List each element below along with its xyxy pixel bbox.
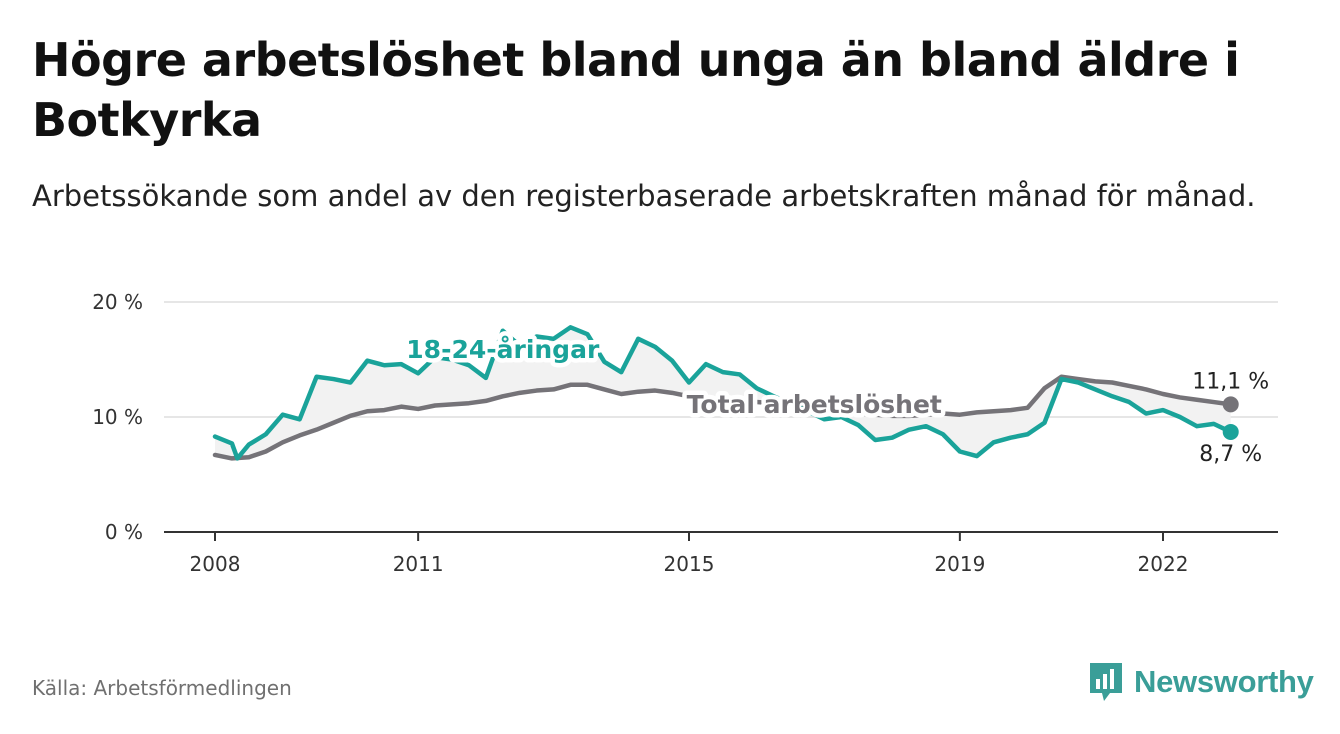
bar-chart-logo-icon [1090,663,1122,701]
area-between-series [215,327,1231,459]
chart-title: Högre arbetslöshet bland unga än bland ä… [32,33,1240,147]
brand-logo: Newsworthy [1088,660,1314,704]
data-label-youth: 8,7 % [1199,442,1262,467]
x-tick-label: 2015 [664,552,715,576]
series-label-total: Total arbetslöshet [687,390,942,419]
source-note: Källa: Arbetsförmedlingen [32,676,292,700]
end-marker-total [1222,396,1239,413]
y-tick-label: 20 % [92,290,143,314]
y-tick-label: 10 % [92,405,143,429]
x-tick-label: 2011 [393,552,444,576]
series-line-youth [212,325,1233,461]
y-tick-label: 0 % [105,520,143,544]
series-label-youth: 18-24-åringar [406,335,600,364]
end-marker-youth [1222,423,1239,440]
brand-name: Newsworthy [1134,664,1314,699]
x-tick-label: 2019 [934,552,985,576]
data-label-total: 11,1 % [1192,369,1269,394]
x-tick-label: 2022 [1138,552,1189,576]
series-line-total [212,374,1233,461]
x-tick-label: 2008 [190,552,241,576]
chart-subtitle: Arbetssökande som andel av den registerb… [32,179,1256,213]
